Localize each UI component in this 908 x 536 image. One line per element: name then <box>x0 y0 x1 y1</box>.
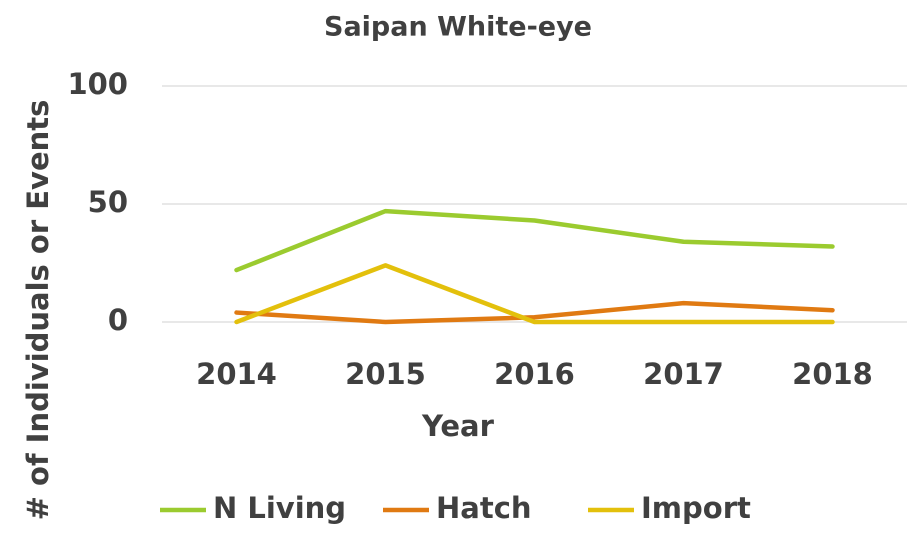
x-tick-label: 2018 <box>792 357 873 391</box>
y-tick-label: 100 <box>67 67 128 101</box>
y-axis-label: # of Individuals or Events <box>21 100 55 521</box>
y-tick-label: 0 <box>108 303 128 337</box>
series-line <box>234 208 835 273</box>
y-tick-label: 50 <box>88 185 128 219</box>
legend-label: Import <box>641 491 751 525</box>
legend-label: N Living <box>213 491 346 525</box>
x-axis-label: Year <box>421 409 495 443</box>
chart-title: Saipan White-eye <box>324 12 592 43</box>
x-tick-label: 2016 <box>494 357 575 391</box>
legend-label: Hatch <box>436 491 532 525</box>
series-line <box>234 263 835 325</box>
x-tick-label: 2014 <box>196 357 277 391</box>
series-line <box>234 300 835 325</box>
x-tick-label: 2015 <box>345 357 426 391</box>
x-tick-label: 2017 <box>643 357 724 391</box>
